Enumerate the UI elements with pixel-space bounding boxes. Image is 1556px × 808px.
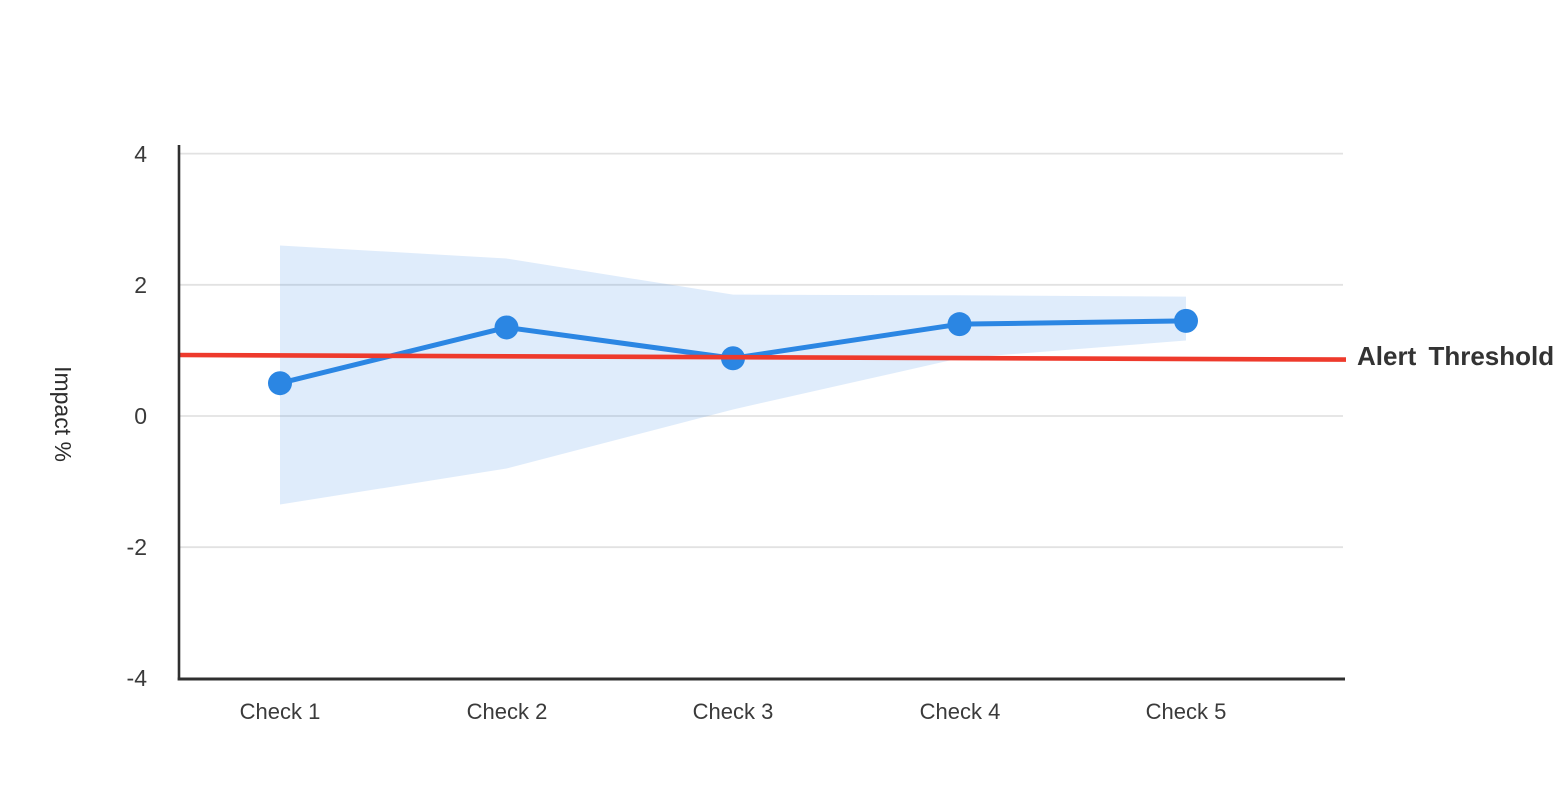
x-tick-label-check-1: Check 1 bbox=[239, 699, 321, 724]
data-point-check-5 bbox=[1174, 308, 1198, 333]
y-tick-label-2: 2 bbox=[134, 272, 147, 298]
x-tick-label-check-4: Check 4 bbox=[919, 699, 1001, 724]
data-point-check-4 bbox=[947, 312, 972, 337]
x-tick-label-check-3: Check 3 bbox=[692, 699, 774, 724]
x-tick-label-check-2: Check 2 bbox=[466, 699, 548, 724]
data-point-check-1 bbox=[268, 371, 292, 396]
y-tick-label-4: 4 bbox=[134, 141, 147, 167]
data-point-check-2 bbox=[494, 315, 519, 340]
confidence-band bbox=[280, 245, 1186, 505]
y-tick-label-0: 0 bbox=[134, 403, 147, 429]
y-tick-label-neg4: -4 bbox=[126, 665, 147, 691]
x-tick-label-check-5: Check 5 bbox=[1145, 699, 1227, 724]
threshold-label: Alert Threshold bbox=[1357, 341, 1555, 371]
y-tick-label-neg2: -2 bbox=[126, 534, 147, 560]
threshold-line bbox=[178, 352, 1347, 362]
